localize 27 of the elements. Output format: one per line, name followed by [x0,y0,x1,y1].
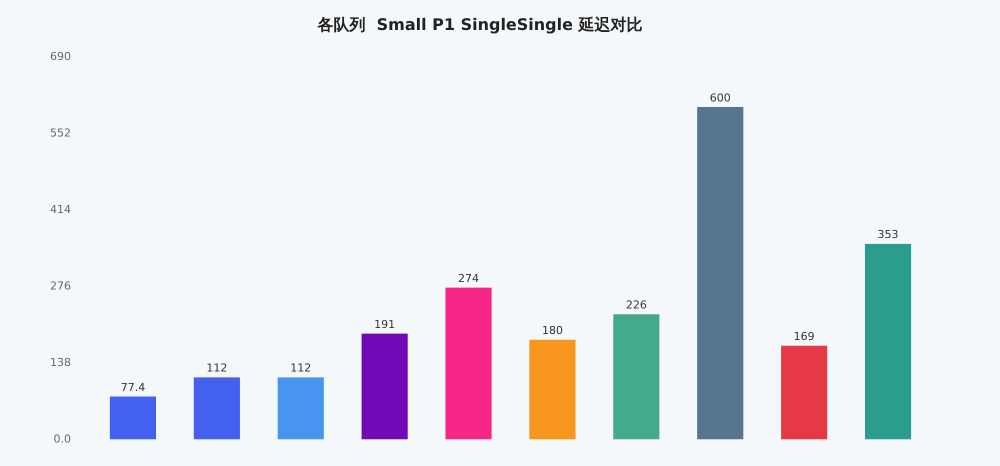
data-label: 112 [290,362,312,375]
y-tick-label: 690 [50,50,71,64]
bar [194,377,240,440]
bar [781,346,828,440]
chart-title: 各队列 Small P1 SingleSingle 延迟对比 [316,14,643,34]
data-label: 600 [710,91,731,104]
bar [362,334,408,440]
data-label: 169 [794,330,815,344]
y-tick-label: 276 [50,279,71,292]
data-label: 180 [542,324,563,338]
bar [864,244,912,440]
bar [613,314,660,440]
bar [697,107,744,440]
bar [110,396,156,440]
y-tick-label: 138 [50,356,71,369]
data-label: 353 [878,228,899,242]
y-tick-label: 0.0 [53,432,71,446]
y-tick-label: 414 [50,202,71,216]
data-label: 226 [626,298,647,312]
bar [445,288,492,440]
data-label: 191 [374,318,396,331]
data-label: 77.4 [120,380,146,394]
bar [278,377,324,440]
y-tick-label: 552 [50,126,71,140]
bar [529,340,576,440]
data-label: 112 [206,362,228,375]
data-label: 274 [458,272,480,285]
